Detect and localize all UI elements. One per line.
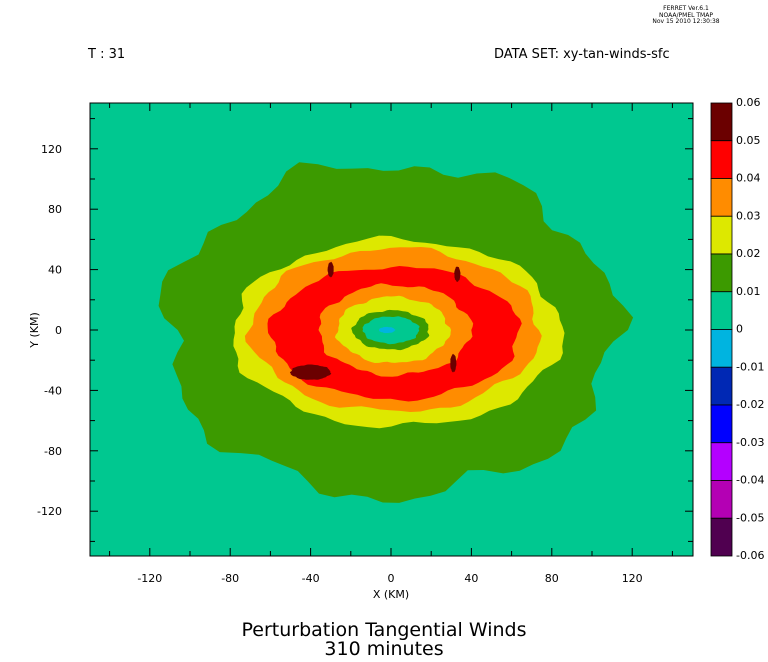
contour-band-10 — [327, 261, 334, 278]
contour-band-8 — [378, 326, 396, 334]
x-tick-label: -120 — [137, 572, 162, 585]
colorbar-swatch — [710, 291, 733, 330]
y-tick-label: 80 — [48, 203, 62, 216]
colorbar-label: 0 — [736, 323, 743, 336]
contour-band-11 — [454, 266, 461, 282]
ferret-stamp: FERRET Ver.6.1 NOAA/PMEL TMAP Nov 15 201… — [636, 5, 736, 26]
stamp-line: Nov 15 2010 12:30:38 — [652, 18, 720, 25]
x-tick-label: -40 — [302, 572, 320, 585]
x-tick-label: 120 — [622, 572, 643, 585]
colorbar-swatch — [710, 404, 733, 444]
y-tick-label: 120 — [41, 143, 62, 156]
contour-band-9 — [289, 364, 332, 380]
colorbar-swatch — [710, 102, 733, 142]
colorbar-swatch — [710, 215, 733, 255]
colorbar-swatch — [710, 140, 733, 179]
colorbar-label: 0.05 — [736, 134, 761, 147]
y-tick-label: -120 — [37, 505, 62, 518]
colorbar-label: -0.06 — [736, 549, 764, 562]
colorbar-swatch — [710, 366, 733, 406]
plot-frame: -120 -80 -40 0 40 80 120 120 80 40 0 -40 -80 -120 — [37, 102, 694, 585]
x-tick-label: 40 — [464, 572, 478, 585]
colorbar-swatch — [710, 480, 733, 519]
colorbar-swatch — [710, 253, 733, 293]
x-tick-label: 0 — [388, 572, 395, 585]
chart-title: Perturbation Tangential Winds — [241, 619, 527, 641]
plot-area — [90, 103, 693, 556]
colorbar-swatch — [710, 329, 733, 368]
colorbar-swatch — [710, 442, 733, 481]
colorbar-swatch — [710, 517, 733, 557]
colorbar-label: -0.01 — [736, 360, 764, 373]
stamp-line: FERRET Ver.6.1 — [663, 5, 709, 12]
colorbar-label: 0.03 — [736, 209, 761, 222]
colorbar-label: 0.02 — [736, 247, 761, 260]
y-tick-label: 40 — [48, 264, 62, 277]
colorbar-label: 0.01 — [736, 285, 761, 298]
y-tick-label: 0 — [55, 324, 62, 337]
stamp-line: NOAA/PMEL TMAP — [659, 11, 713, 19]
contour-band-12 — [450, 353, 457, 373]
y-axis-label: Y (KM) — [28, 312, 41, 349]
x-tick-label: 80 — [545, 572, 559, 585]
x-tick-label: -80 — [221, 572, 239, 585]
colorbar-label: -0.02 — [736, 398, 764, 411]
colorbar-label: -0.05 — [736, 511, 764, 524]
colorbar-label: -0.04 — [736, 474, 764, 487]
contour-fills — [90, 103, 693, 556]
colorbar-label: -0.03 — [736, 436, 764, 449]
dataset-label: DATA SET: xy-tan-winds-sfc — [494, 47, 670, 62]
chart-subtitle: 310 minutes — [324, 638, 444, 660]
y-tick-label: -40 — [44, 384, 62, 397]
y-tick-label: -80 — [44, 445, 62, 458]
colorbar-label: 0.06 — [736, 96, 761, 109]
colorbar-label: 0.04 — [736, 172, 761, 185]
x-axis-label: X (KM) — [373, 588, 409, 601]
time-label: T : 31 — [88, 47, 126, 62]
colorbar-swatch — [710, 178, 733, 217]
colorbar: 0.06 0.05 0.04 0.03 0.02 0.01 0 -0.01 -0.02 -0.03… — [710, 96, 764, 562]
